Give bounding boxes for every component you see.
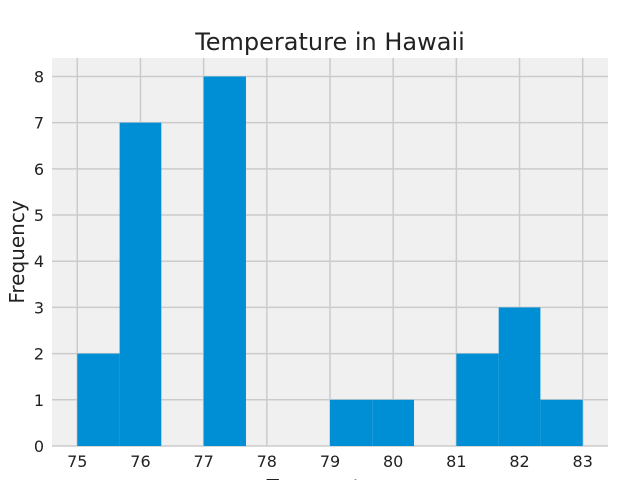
bar [540, 399, 583, 446]
y-tick-label: 2 [34, 345, 44, 364]
y-tick-label: 0 [34, 437, 44, 456]
x-tick-label: 76 [130, 452, 150, 471]
bar [203, 76, 246, 446]
x-tick-label: 81 [446, 452, 466, 471]
x-tick-label: 79 [320, 452, 340, 471]
y-tick-label: 4 [34, 252, 44, 271]
x-tick-label: 78 [257, 452, 277, 471]
y-tick-label: 7 [34, 114, 44, 133]
bar [119, 122, 162, 447]
bar [77, 353, 120, 446]
y-axis-label: Frequency [5, 200, 29, 303]
y-tick-label: 3 [34, 298, 44, 317]
y-tick-label: 6 [34, 160, 44, 179]
bar [456, 353, 499, 446]
x-tick-label: 80 [383, 452, 403, 471]
bar [498, 307, 541, 446]
y-tick-label: 1 [34, 391, 44, 410]
x-tick-label: 75 [67, 452, 87, 471]
x-tick-label: 83 [573, 452, 593, 471]
bar [330, 399, 373, 446]
x-axis-label: Temperature [266, 475, 394, 480]
y-tick-label: 8 [34, 67, 44, 86]
bar [372, 399, 415, 446]
y-tick-label: 5 [34, 206, 44, 225]
x-tick-label: 82 [509, 452, 529, 471]
chart-title: Temperature in Hawaii [194, 28, 465, 56]
x-tick-label: 77 [193, 452, 213, 471]
